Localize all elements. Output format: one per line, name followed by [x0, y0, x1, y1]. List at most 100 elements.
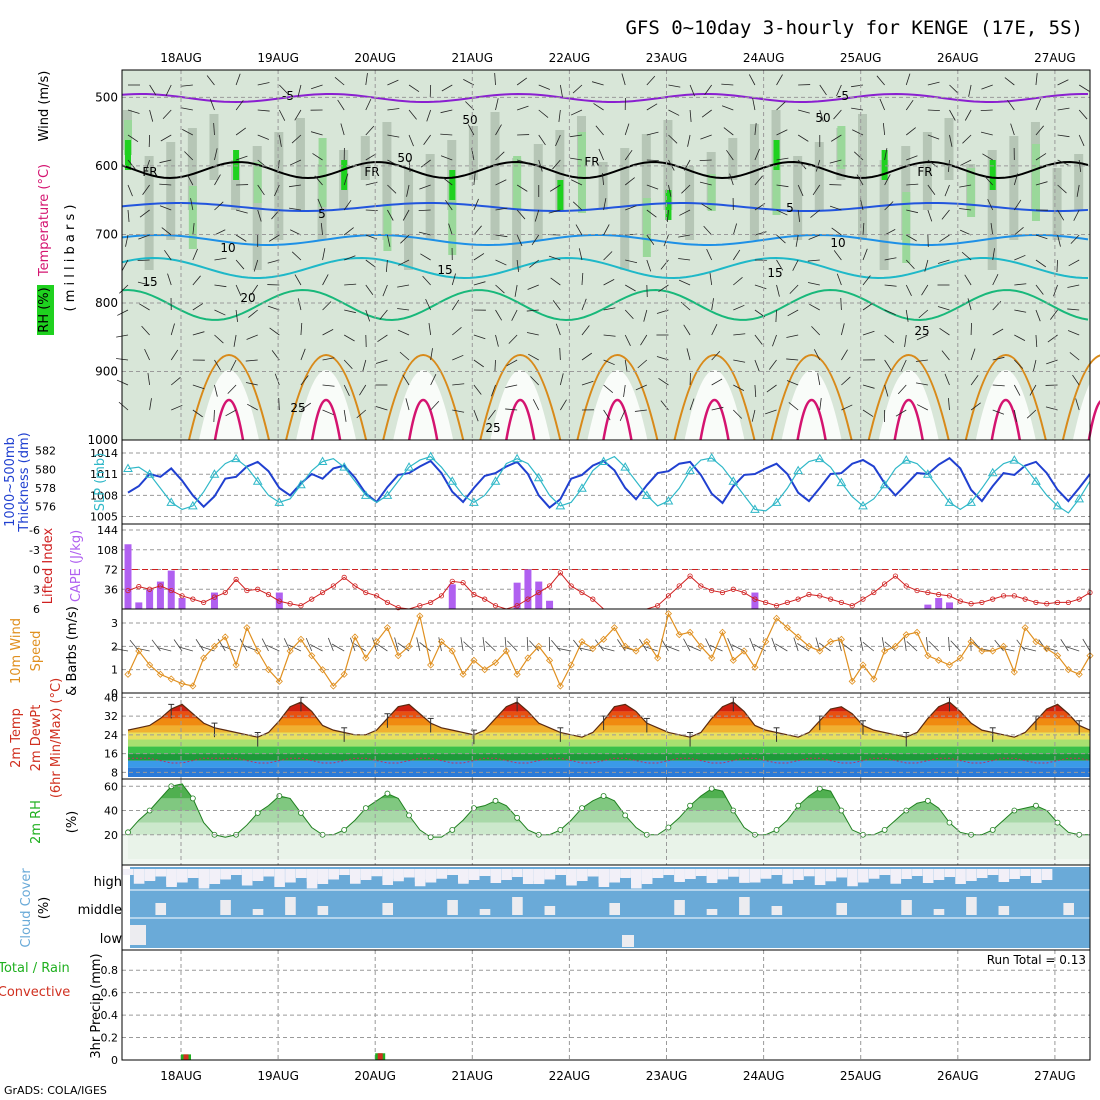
wind-barb — [776, 157, 789, 161]
wind10-point — [340, 670, 348, 678]
wind-barb — [420, 253, 431, 261]
wind-barb — [603, 251, 613, 261]
temp-contour-25 — [188, 354, 270, 441]
cloud-high-block — [241, 869, 253, 886]
temp-band — [128, 725, 1090, 733]
wind-barb — [538, 159, 543, 172]
cloud-high-block — [739, 869, 750, 883]
wind10-barb — [507, 640, 518, 652]
wind-barb — [473, 409, 479, 422]
precip-tick: 0.6 — [101, 987, 119, 1000]
date-label-top: 25AUG — [840, 51, 882, 65]
wind-barb — [1035, 334, 1038, 347]
wind10-point — [351, 633, 359, 641]
slp-point — [836, 477, 847, 487]
wind-barb — [1013, 409, 1018, 422]
wind-barb — [147, 373, 151, 386]
wind-barb — [817, 373, 821, 386]
wind-barb — [789, 284, 799, 294]
slp-point — [923, 469, 933, 478]
rh-shade — [209, 114, 219, 180]
wind-barb — [495, 98, 499, 111]
cloud-high-block — [317, 869, 329, 880]
slp-tick: 1014 — [90, 447, 118, 460]
rh-shade — [793, 156, 803, 240]
cloud-mid-block — [220, 900, 231, 915]
cloud-high-block — [944, 869, 956, 877]
wind-barb — [905, 99, 914, 111]
wind10-barb — [749, 637, 756, 652]
wind-barb — [776, 209, 788, 216]
wind-barb — [440, 133, 453, 136]
cloud-mid-block — [836, 903, 847, 915]
slp-point — [1009, 455, 1020, 464]
wind-barb — [214, 257, 227, 261]
cloud-high-block — [404, 869, 415, 878]
wind-barb — [578, 248, 583, 261]
wind-barb — [213, 409, 215, 423]
wind-barb — [1067, 284, 1080, 288]
slp-point — [1074, 493, 1085, 503]
wind-barb — [754, 175, 763, 186]
cloud-mid-block — [901, 900, 912, 915]
cloud-mid-block — [609, 903, 621, 915]
wind10-barb — [903, 637, 907, 652]
wind10-point — [913, 628, 921, 636]
wind10-point — [524, 654, 532, 662]
li-point — [827, 596, 834, 602]
wind-barb — [703, 225, 712, 236]
cloud-high-block — [306, 869, 318, 882]
wind-barb — [689, 84, 695, 97]
wind-barb — [397, 308, 410, 311]
dry-dome — [684, 370, 745, 440]
wind-barb — [340, 123, 345, 136]
wind10-point — [200, 654, 208, 662]
wind-barb — [473, 334, 486, 340]
cloud-high-block — [382, 869, 394, 885]
wind-barb — [377, 334, 388, 343]
wind10-barb — [884, 641, 896, 652]
wind-barb — [452, 409, 465, 413]
wind-barb — [959, 208, 972, 211]
cloud-high-block — [544, 869, 556, 880]
wind-barb — [733, 333, 746, 336]
slp-tick: 1008 — [90, 489, 118, 502]
wind-barb — [527, 284, 539, 290]
cloud-high-block — [598, 869, 610, 887]
wind10-point — [221, 633, 229, 641]
wind-barb — [538, 134, 546, 146]
wind10-point — [146, 661, 154, 669]
wind10-barb — [666, 645, 680, 652]
wind-barb — [127, 184, 133, 197]
pressure-tick: 700 — [95, 227, 118, 241]
wind10-point — [1032, 638, 1040, 646]
wind-barb — [992, 356, 1005, 361]
wind-barb — [884, 174, 891, 186]
wind-barb — [829, 159, 842, 164]
date-label-bottom: 25AUG — [840, 1069, 882, 1083]
dewpt-line — [128, 757, 1091, 764]
ylabel-rh: RH (%) — [37, 287, 52, 332]
cape-tick: 72 — [104, 564, 118, 577]
wind-barb — [949, 84, 959, 94]
li-point — [579, 589, 585, 596]
slp-point — [469, 497, 479, 506]
wind-barb — [441, 84, 453, 92]
rh-shade — [944, 118, 954, 180]
slp-point — [771, 497, 782, 506]
wind-barb — [144, 348, 150, 361]
wind-barb — [603, 307, 616, 311]
cloud-high-block — [631, 869, 642, 889]
wind-barb — [451, 273, 456, 286]
wind-barb — [257, 209, 262, 222]
cloud-high-block — [1020, 869, 1031, 876]
wind-barb — [1014, 226, 1024, 236]
wind-barb — [905, 259, 915, 270]
wind-barb — [297, 84, 302, 97]
wind-barb — [776, 284, 780, 297]
rh2m-point — [687, 802, 693, 809]
wind-barb — [754, 334, 763, 345]
wind-barb — [862, 275, 871, 286]
wind-barb — [937, 259, 950, 264]
rh-shade — [1052, 168, 1062, 240]
